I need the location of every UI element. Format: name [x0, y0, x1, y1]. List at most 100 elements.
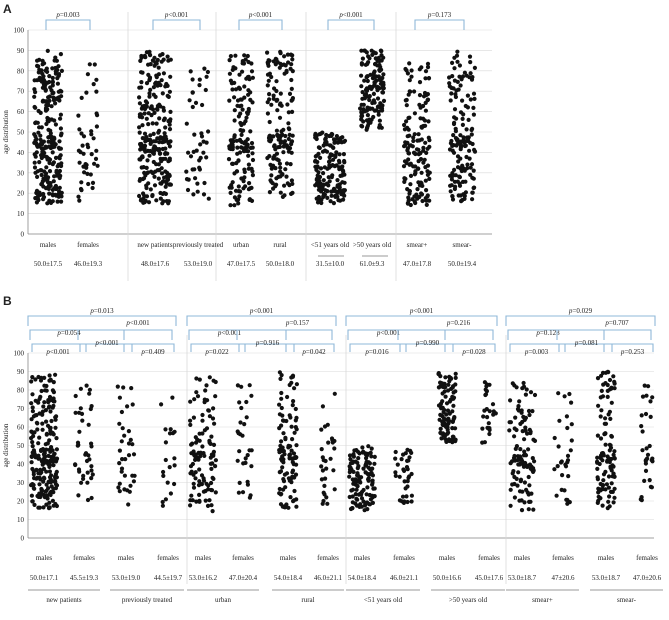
data-point	[137, 101, 142, 106]
category-label: males	[439, 554, 456, 562]
comparison-bracket	[509, 343, 566, 352]
data-point	[464, 73, 469, 78]
data-point	[359, 117, 364, 122]
data-point	[453, 371, 458, 376]
data-point	[146, 181, 151, 186]
data-point	[269, 74, 274, 80]
data-point	[155, 81, 160, 86]
data-point	[278, 49, 283, 55]
data-point	[267, 133, 272, 138]
data-point	[282, 54, 287, 59]
data-point	[35, 58, 40, 63]
data-point	[314, 167, 319, 172]
data-point	[48, 398, 53, 403]
data-point	[47, 94, 52, 99]
data-point	[165, 83, 170, 88]
p-value-label: p<0.001	[125, 319, 150, 327]
data-point	[155, 168, 160, 173]
data-point	[408, 161, 413, 166]
data-point	[77, 410, 82, 415]
data-point	[268, 139, 273, 144]
data-point	[469, 132, 474, 137]
data-point	[368, 467, 373, 472]
data-point	[154, 61, 159, 66]
data-point	[372, 486, 377, 491]
data-point	[419, 192, 425, 197]
data-point	[557, 418, 562, 423]
data-point	[443, 433, 448, 438]
data-point	[377, 118, 382, 123]
comparison-bracket	[238, 343, 295, 352]
panel-label-A: A	[3, 2, 12, 16]
data-point	[151, 139, 156, 144]
data-point	[333, 154, 338, 159]
data-point	[204, 74, 209, 79]
data-point	[150, 193, 155, 199]
data-point	[351, 452, 356, 457]
data-point	[45, 115, 50, 121]
stat-label: 53.0±18.7	[592, 574, 621, 582]
data-point	[605, 506, 610, 511]
data-point	[598, 496, 603, 501]
data-point	[422, 118, 427, 123]
data-point	[37, 456, 42, 461]
data-point	[436, 385, 441, 390]
data-point	[144, 194, 150, 199]
data-point	[50, 91, 55, 96]
p-value-label: p<0.001	[338, 11, 363, 19]
data-point	[335, 136, 340, 141]
data-point	[332, 391, 337, 396]
data-point	[144, 81, 150, 86]
data-point	[393, 470, 398, 475]
data-point	[58, 88, 63, 93]
data-point	[156, 130, 161, 135]
data-point	[40, 71, 45, 76]
data-point	[203, 388, 208, 393]
data-point	[424, 150, 429, 155]
data-point	[514, 476, 519, 481]
data-point	[81, 151, 86, 156]
data-point	[165, 54, 170, 59]
data-point	[46, 127, 51, 132]
data-point	[427, 170, 432, 175]
data-point	[381, 72, 386, 77]
data-point	[117, 461, 122, 466]
data-point	[516, 404, 521, 409]
data-point	[205, 503, 211, 508]
data-point	[412, 151, 417, 156]
data-point	[647, 443, 652, 449]
data-point	[452, 186, 457, 192]
data-point	[248, 145, 253, 150]
data-point	[87, 391, 92, 396]
data-point	[119, 439, 124, 444]
data-point	[467, 148, 472, 153]
data-point	[423, 100, 428, 105]
data-point	[359, 504, 364, 509]
data-point	[42, 61, 47, 66]
stat-label: 47.0±17.8	[403, 260, 432, 268]
data-point	[238, 97, 243, 102]
data-point	[419, 137, 424, 142]
data-point	[371, 114, 376, 120]
data-point	[119, 409, 124, 415]
comparison-bracket	[190, 343, 246, 352]
data-point	[197, 467, 202, 472]
data-point	[650, 395, 655, 400]
data-point	[286, 443, 291, 448]
stat-label: 44.5±19.7	[154, 574, 183, 582]
data-point	[163, 134, 168, 139]
data-point	[608, 465, 613, 471]
data-point	[239, 122, 244, 128]
data-point	[427, 138, 432, 143]
data-point	[163, 151, 168, 156]
data-point	[89, 495, 94, 501]
y-axis-label: age distribution	[2, 423, 10, 467]
data-point	[250, 157, 256, 163]
data-point	[381, 80, 386, 85]
comparison-bracket	[327, 19, 375, 30]
comparison-bracket	[345, 315, 498, 326]
data-point	[94, 89, 99, 94]
data-point	[79, 480, 84, 485]
comparison-bracket	[444, 343, 496, 352]
data-point	[279, 396, 284, 401]
